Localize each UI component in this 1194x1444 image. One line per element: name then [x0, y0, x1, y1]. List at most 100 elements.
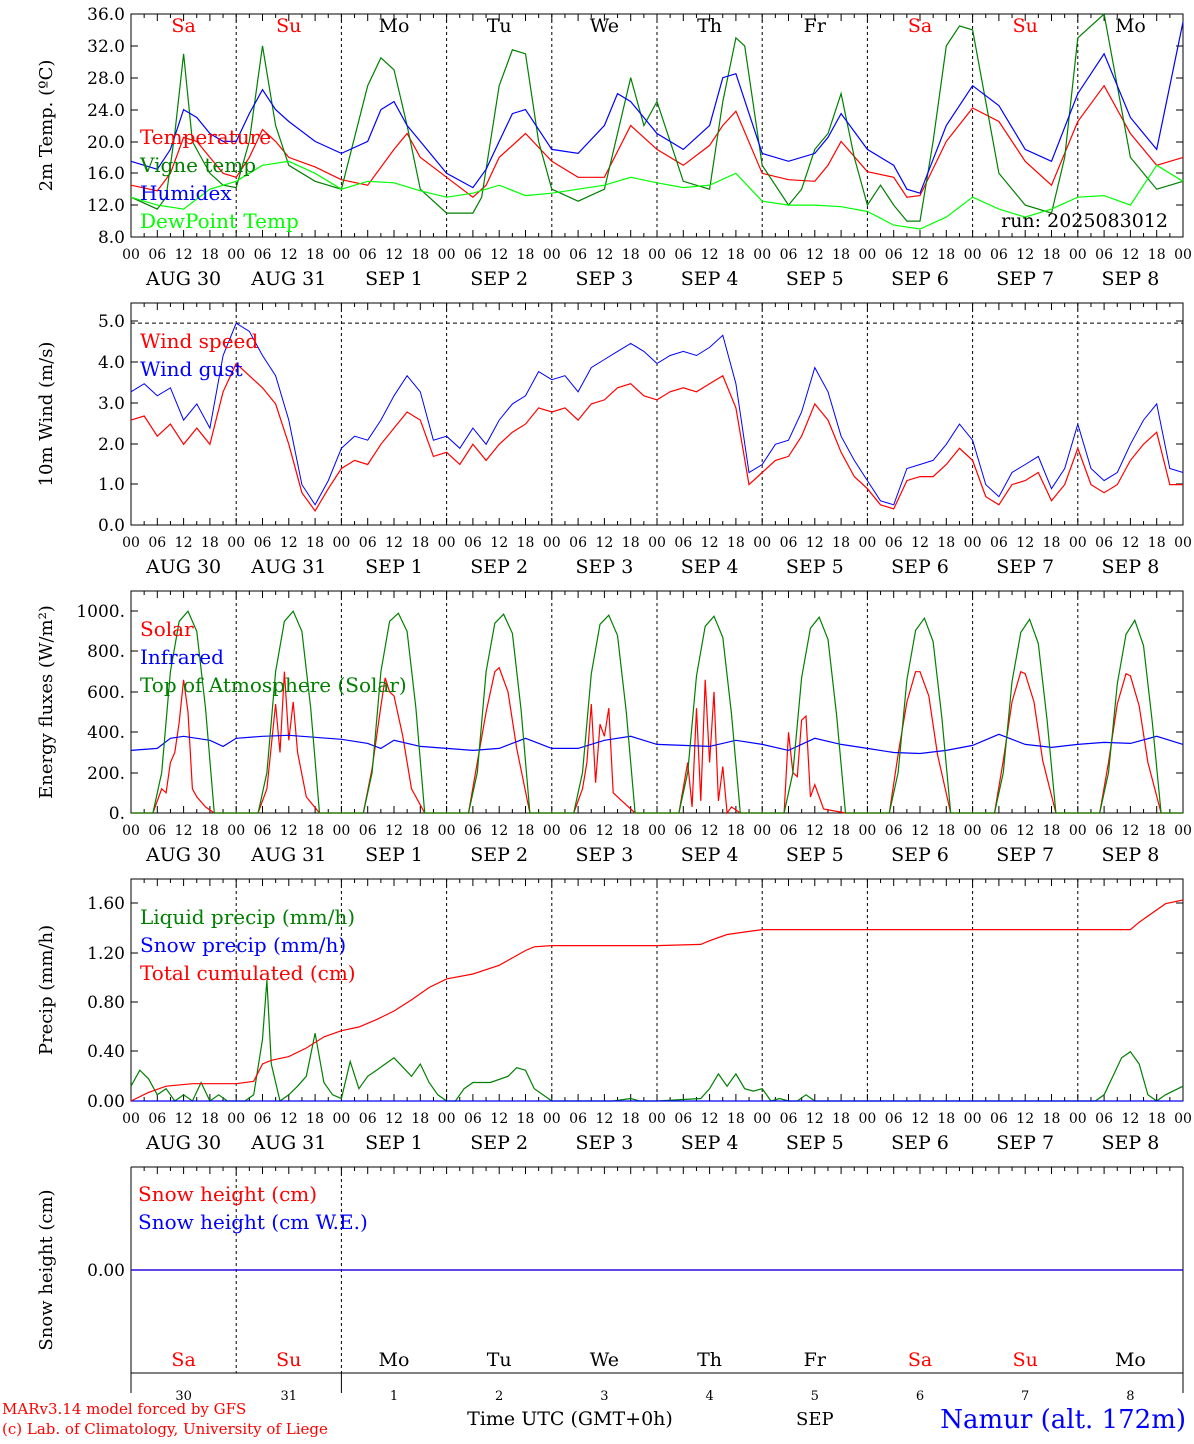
weekday-label-bottom: Sa	[908, 1349, 932, 1371]
legend-entry: Temperature	[140, 125, 271, 149]
weekday-label-bottom: Mo	[379, 1349, 410, 1371]
hour-tick-label: 12	[280, 823, 298, 839]
hour-tick-label: 12	[701, 823, 719, 839]
hour-tick-label: 12	[1016, 1111, 1034, 1127]
day-number: 3	[600, 1389, 608, 1404]
panel-1-frame	[130, 13, 1184, 238]
hour-tick-label: 00	[1174, 247, 1192, 263]
date-label: SEP 2	[470, 1132, 528, 1154]
date-label: AUG 30	[145, 556, 221, 578]
hour-tick-label: 18	[306, 247, 324, 263]
hour-tick-label: 06	[1095, 823, 1113, 839]
weekday-label: Sa	[171, 15, 195, 37]
hour-tick-label: 12	[1121, 823, 1139, 839]
hour-tick-label: 00	[227, 823, 245, 839]
date-label: AUG 31	[250, 844, 326, 866]
y-tick-label: 200.	[87, 764, 125, 784]
y-tick-label: 4.0	[98, 353, 125, 373]
hour-tick-label: 06	[674, 823, 692, 839]
date-label: SEP 8	[1101, 268, 1159, 290]
day-number: 7	[1021, 1389, 1029, 1404]
date-label: SEP 5	[786, 556, 844, 578]
hour-tick-label: 06	[359, 1111, 377, 1127]
date-label: SEP 5	[786, 268, 844, 290]
day-number: 2	[495, 1389, 503, 1404]
footer-model: MARv3.14 model forced by GFS	[2, 1400, 246, 1418]
hour-tick-label: 12	[701, 247, 719, 263]
y-tick-label: 32.0	[87, 37, 125, 57]
date-label: AUG 31	[250, 556, 326, 578]
y-tick-label: 0.00	[87, 1092, 125, 1112]
hour-tick-label: 18	[937, 823, 955, 839]
hour-tick-label: 00	[543, 535, 561, 551]
date-label: SEP 1	[365, 268, 423, 290]
hour-tick-label: 06	[569, 823, 587, 839]
legend-entry: Snow precip (mm/h)	[140, 933, 346, 957]
date-label: SEP 1	[365, 1132, 423, 1154]
hour-tick-label: 06	[148, 535, 166, 551]
hour-tick-label: 06	[254, 823, 272, 839]
hour-tick-label: 06	[254, 247, 272, 263]
hour-tick-label: 06	[464, 823, 482, 839]
y-tick-label: 0.80	[87, 993, 125, 1013]
weekday-label: We	[590, 15, 619, 37]
hour-tick-label: 00	[122, 535, 140, 551]
hour-tick-label: 06	[674, 1111, 692, 1127]
hour-tick-label: 12	[280, 1111, 298, 1127]
hour-tick-label: 00	[332, 1111, 350, 1127]
hour-tick-label: 00	[1069, 535, 1087, 551]
hour-tick-label: 18	[517, 535, 535, 551]
hour-tick-label: 06	[674, 247, 692, 263]
hour-tick-label: 06	[780, 535, 798, 551]
series-line-top-of-atmosphere-solar-	[131, 610, 1183, 814]
weekday-label-bottom: We	[590, 1349, 619, 1371]
hour-tick-label: 00	[753, 823, 771, 839]
series-line-wind-speed	[130, 362, 1183, 512]
day-number: 4	[705, 1389, 713, 1404]
x-axis-title: Time UTC (GMT+0h)	[467, 1408, 673, 1430]
hour-tick-label: 00	[964, 535, 982, 551]
date-label: SEP 1	[365, 556, 423, 578]
hour-tick-label: 06	[674, 535, 692, 551]
legend-entry: Top of Atmosphere (Solar)	[140, 673, 407, 697]
hour-tick-label: 06	[885, 823, 903, 839]
weekday-label-bottom: Tu	[487, 1349, 512, 1371]
date-label: SEP 7	[996, 268, 1054, 290]
legend-entry: DewPoint Temp	[140, 209, 299, 233]
hour-tick-label: 12	[595, 247, 613, 263]
legend-entry: Total cumulated (cm)	[140, 961, 356, 985]
date-label: SEP 3	[575, 556, 633, 578]
hour-tick-label: 00	[227, 247, 245, 263]
hour-tick-label: 12	[911, 535, 929, 551]
series-line-liquid-precip-mm-h-	[130, 980, 1184, 1103]
legend-entry: Solar	[140, 617, 194, 641]
y-tick-label: 800.	[87, 642, 125, 662]
hour-tick-label: 18	[306, 823, 324, 839]
hour-tick-label: 12	[701, 1111, 719, 1127]
legend-entry: Infrared	[140, 645, 224, 669]
hour-tick-label: 00	[332, 535, 350, 551]
hour-tick-label: 12	[806, 535, 824, 551]
y-tick-label: 2.0	[98, 435, 125, 455]
date-label: SEP 3	[575, 1132, 633, 1154]
hour-tick-label: 00	[964, 823, 982, 839]
hour-tick-label: 00	[648, 1111, 666, 1127]
date-label: SEP 2	[470, 556, 528, 578]
hour-tick-label: 18	[1148, 535, 1166, 551]
hour-tick-label: 06	[885, 1111, 903, 1127]
hour-tick-label: 18	[1043, 535, 1061, 551]
hour-tick-label: 18	[937, 1111, 955, 1127]
hour-tick-label: 12	[911, 823, 929, 839]
y-axis-label: Snow height (cm)	[36, 1189, 57, 1350]
run-label: run: 2025083012	[1001, 210, 1168, 232]
day-number: 1	[390, 1389, 398, 1404]
y-tick-label: 1.0	[98, 475, 125, 495]
date-label: SEP 5	[786, 844, 844, 866]
y-tick-label: 600.	[87, 683, 125, 703]
hour-tick-label: 06	[990, 1111, 1008, 1127]
y-tick-label: 0.0	[98, 516, 125, 536]
hour-tick-label: 18	[1148, 247, 1166, 263]
legend-entry: Wind speed	[140, 329, 258, 353]
hour-tick-label: 00	[1069, 247, 1087, 263]
hour-tick-label: 00	[964, 247, 982, 263]
